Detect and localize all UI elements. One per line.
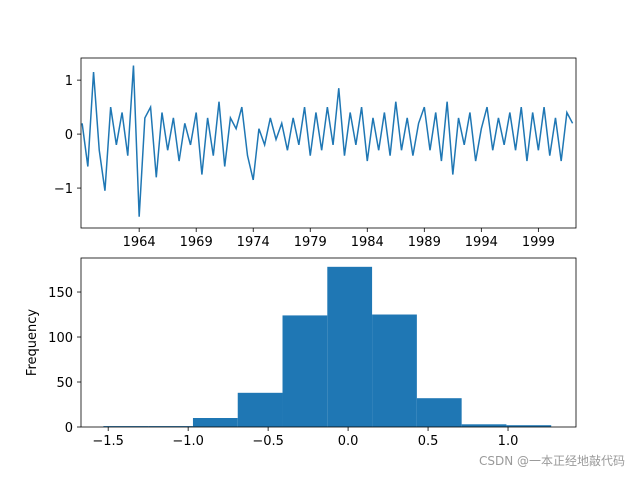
y-tick-label: 0 [65, 421, 73, 436]
axes-frame [80, 57, 577, 229]
watermark: CSDN @一本正经地敲代码 [479, 453, 625, 468]
hist-bar [327, 266, 373, 427]
hist-bar [461, 424, 507, 427]
x-tick-label: 1999 [522, 235, 555, 250]
y-tick-label: 50 [56, 376, 73, 391]
hist-bar [372, 314, 417, 427]
y-tick-label: 1 [65, 74, 73, 89]
x-tick-label: 1974 [237, 235, 270, 250]
hist-bar [282, 315, 328, 427]
hist-bar [148, 426, 193, 427]
hist-bar [416, 398, 462, 427]
x-tick-label: 0.5 [418, 434, 439, 449]
x-tick-label: −1.0 [172, 434, 204, 449]
hist-bar [506, 425, 552, 427]
x-tick-label: 1979 [294, 235, 327, 250]
y-axis-label: Frequency [25, 309, 40, 376]
y-tick-label: 0 [65, 128, 73, 143]
x-tick-label: 1989 [408, 235, 441, 250]
x-tick-label: 1994 [465, 235, 498, 250]
hist-bar [237, 392, 283, 427]
y-tick-label: −1 [54, 182, 73, 197]
x-tick-label: 1.0 [498, 434, 519, 449]
x-tick-label: 0.0 [338, 434, 359, 449]
x-tick-label: −1.5 [92, 434, 124, 449]
x-tick-label: 1984 [351, 235, 384, 250]
axes-frame [80, 257, 577, 428]
hist-bar [103, 426, 149, 427]
x-tick-label: 1964 [123, 235, 156, 250]
series-line [81, 65, 574, 217]
y-tick-label: 100 [48, 331, 73, 346]
x-tick-label: −0.5 [252, 434, 284, 449]
y-tick-label: 150 [48, 286, 73, 301]
hist-bar [192, 418, 238, 427]
x-tick-label: 1969 [180, 235, 213, 250]
